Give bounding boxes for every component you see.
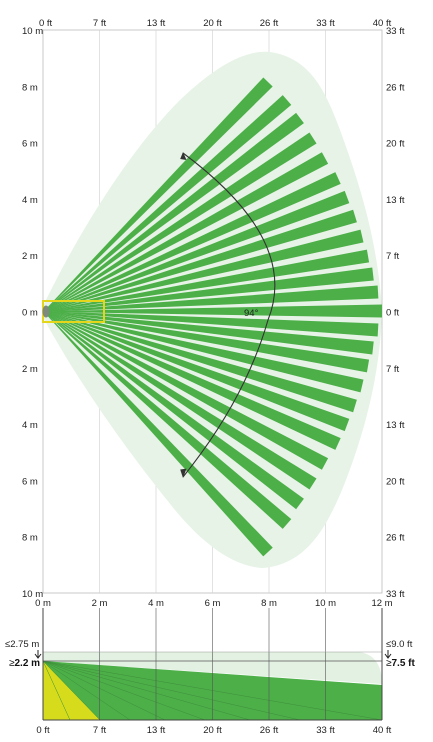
right-ft-label: 0 ft [386, 308, 400, 319]
beam [43, 172, 341, 312]
top-ft-label: 7 ft [93, 18, 107, 29]
left-m-label: 2 m [22, 251, 38, 262]
arc-arrow-down-icon [180, 468, 187, 478]
right-ft-label: 13 ft [386, 195, 405, 206]
beam [43, 285, 379, 312]
beam [43, 132, 317, 312]
left-m-label: 2 m [22, 364, 38, 375]
right-max-height: ≤9.0 ft [386, 639, 413, 650]
top-ft-label: 26 ft [260, 18, 279, 29]
left-m-label: 6 m [22, 476, 38, 487]
right-min-height: ≥7.5 ft [386, 658, 416, 669]
side-ray [42, 660, 131, 721]
side-ft-label: 13 ft [147, 725, 166, 736]
right-ft-label: 33 ft [386, 26, 405, 37]
right-ft-label: 13 ft [386, 420, 405, 431]
bottom-m-label: 10 m [315, 598, 336, 609]
left-min-height: ≥2.2 m [9, 658, 40, 669]
top-ft-label: 40 ft [373, 18, 392, 29]
beam [43, 311, 364, 393]
bottom-m-label: 2 m [92, 598, 108, 609]
angle-label: 94° [244, 308, 259, 319]
beam [43, 190, 350, 312]
sensor-icon [42, 305, 50, 318]
side-ft-label: 0 ft [36, 725, 50, 736]
beam [43, 311, 341, 450]
top-ft-axis: 0 ft 7 ft 13 ft 20 ft 26 ft 33 ft 40 ft [39, 18, 392, 29]
beam [43, 311, 329, 470]
side-ft-label: 26 ft [260, 725, 279, 736]
top-view: 94° 0 ft 7 ft 13 ft 20 ft 26 ft 33 ft 40 ft 10… [22, 18, 405, 609]
left-m-label: 8 m [22, 533, 38, 544]
bottom-m-label: 0 m [35, 598, 51, 609]
right-ft-axis: 33 ft 26 ft 20 ft 13 ft 7 ft 0 ft 7 ft 13 ft 20 … [386, 26, 405, 600]
left-m-label: 10 m [22, 26, 43, 37]
side-ft-label: 40 ft [373, 725, 392, 736]
beam [43, 304, 383, 318]
beam [43, 229, 364, 312]
beam [43, 112, 304, 312]
beam [43, 152, 329, 312]
side-ray [42, 660, 166, 721]
side-ft-label: 33 ft [316, 725, 335, 736]
bottom-m-label: 8 m [261, 598, 277, 609]
side-grid [99, 608, 326, 720]
right-ft-label: 26 ft [386, 533, 405, 544]
beam [43, 311, 357, 413]
beam-fan [43, 77, 383, 557]
beam [43, 311, 370, 373]
beam [43, 311, 317, 490]
beam [43, 249, 370, 312]
bottom-m-label: 12 m [371, 598, 392, 609]
right-ft-label: 20 ft [386, 476, 405, 487]
right-ft-label: 7 ft [386, 251, 400, 262]
top-ft-label: 13 ft [147, 18, 166, 29]
beam [43, 311, 350, 432]
left-m-label: 10 m [22, 589, 43, 600]
bottom-m-label: 4 m [148, 598, 164, 609]
top-ft-label: 33 ft [316, 18, 335, 29]
side-ray [42, 660, 251, 721]
side-ray [42, 660, 206, 721]
beam [43, 311, 273, 557]
bottom-m-axis: 0 m 2 m 4 m 6 m 8 m 10 m 12 m [35, 598, 393, 609]
angle-arc [182, 152, 276, 478]
side-ray [42, 660, 301, 721]
left-m-label: 6 m [22, 139, 38, 150]
top-ft-label: 0 ft [39, 18, 53, 29]
beam [43, 95, 292, 312]
beam [43, 311, 374, 355]
beam [43, 311, 304, 510]
left-m-label: 4 m [22, 195, 38, 206]
beam [43, 311, 292, 529]
side-view: ≤2.75 m ≥2.2 m ≤9.0 ft ≥7.5 ft 0 ft 7 ft 1… [5, 608, 416, 736]
arc-arrow-up-icon [180, 152, 187, 160]
left-max-height: ≤2.75 m [5, 639, 39, 650]
side-ft-label: 7 ft [93, 725, 107, 736]
left-m-axis: 10 m 8 m 6 m 4 m 2 m 0 m 2 m 4 m 6 m 8 m 10 m [22, 26, 43, 600]
right-ft-label: 33 ft [386, 589, 405, 600]
right-ft-label: 7 ft [386, 364, 400, 375]
left-m-label: 0 m [22, 308, 38, 319]
side-ray [42, 660, 71, 721]
side-ft-label: 20 ft [203, 725, 222, 736]
right-height-arrow-icon [384, 650, 392, 659]
side-ft-axis: 0 ft 7 ft 13 ft 20 ft 26 ft 33 ft 40 ft [36, 725, 391, 736]
side-ray [42, 660, 101, 721]
beam [43, 311, 379, 337]
left-m-label: 8 m [22, 82, 38, 93]
beam [43, 209, 357, 312]
left-m-label: 4 m [22, 420, 38, 431]
beam [43, 267, 374, 312]
beam [43, 77, 273, 312]
top-ft-label: 20 ft [203, 18, 222, 29]
right-ft-label: 20 ft [386, 139, 405, 150]
right-ft-label: 26 ft [386, 82, 405, 93]
left-height-arrow-icon [34, 650, 42, 659]
bottom-m-label: 6 m [205, 598, 221, 609]
